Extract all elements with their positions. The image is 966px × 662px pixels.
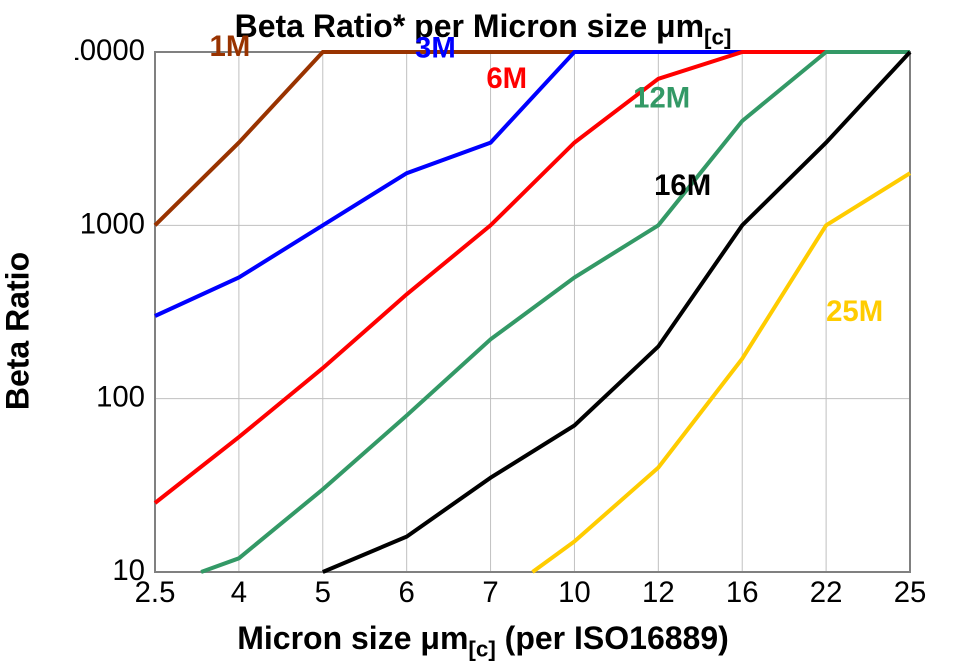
series-label-3M: 3M <box>415 31 456 64</box>
y-tick-label: 10000 <box>75 34 145 67</box>
series-label-1M: 1M <box>210 30 251 63</box>
x-tick-label: 10 <box>558 576 591 609</box>
series-label-6M: 6M <box>486 62 527 95</box>
plot-background <box>155 52 910 572</box>
x-tick-label: 7 <box>482 576 498 609</box>
y-tick-label: 100 <box>96 381 145 414</box>
x-tick-label: 5 <box>315 576 331 609</box>
x-tick-label: 12 <box>642 576 675 609</box>
y-tick-label: 10 <box>112 554 145 587</box>
series-label-12M: 12M <box>633 81 690 114</box>
chart-plot: 2.545671012162225101001000100001M3M6M12M… <box>75 0 966 652</box>
series-label-25M: 25M <box>826 295 883 328</box>
x-tick-label: 16 <box>726 576 759 609</box>
x-tick-label: 6 <box>399 576 415 609</box>
x-tick-label: 22 <box>810 576 843 609</box>
series-label-16M: 16M <box>654 169 711 202</box>
x-tick-label: 4 <box>231 576 247 609</box>
x-tick-label: 25 <box>894 576 927 609</box>
y-axis-label: Beta Ratio <box>0 252 37 410</box>
y-tick-label: 1000 <box>80 207 145 240</box>
